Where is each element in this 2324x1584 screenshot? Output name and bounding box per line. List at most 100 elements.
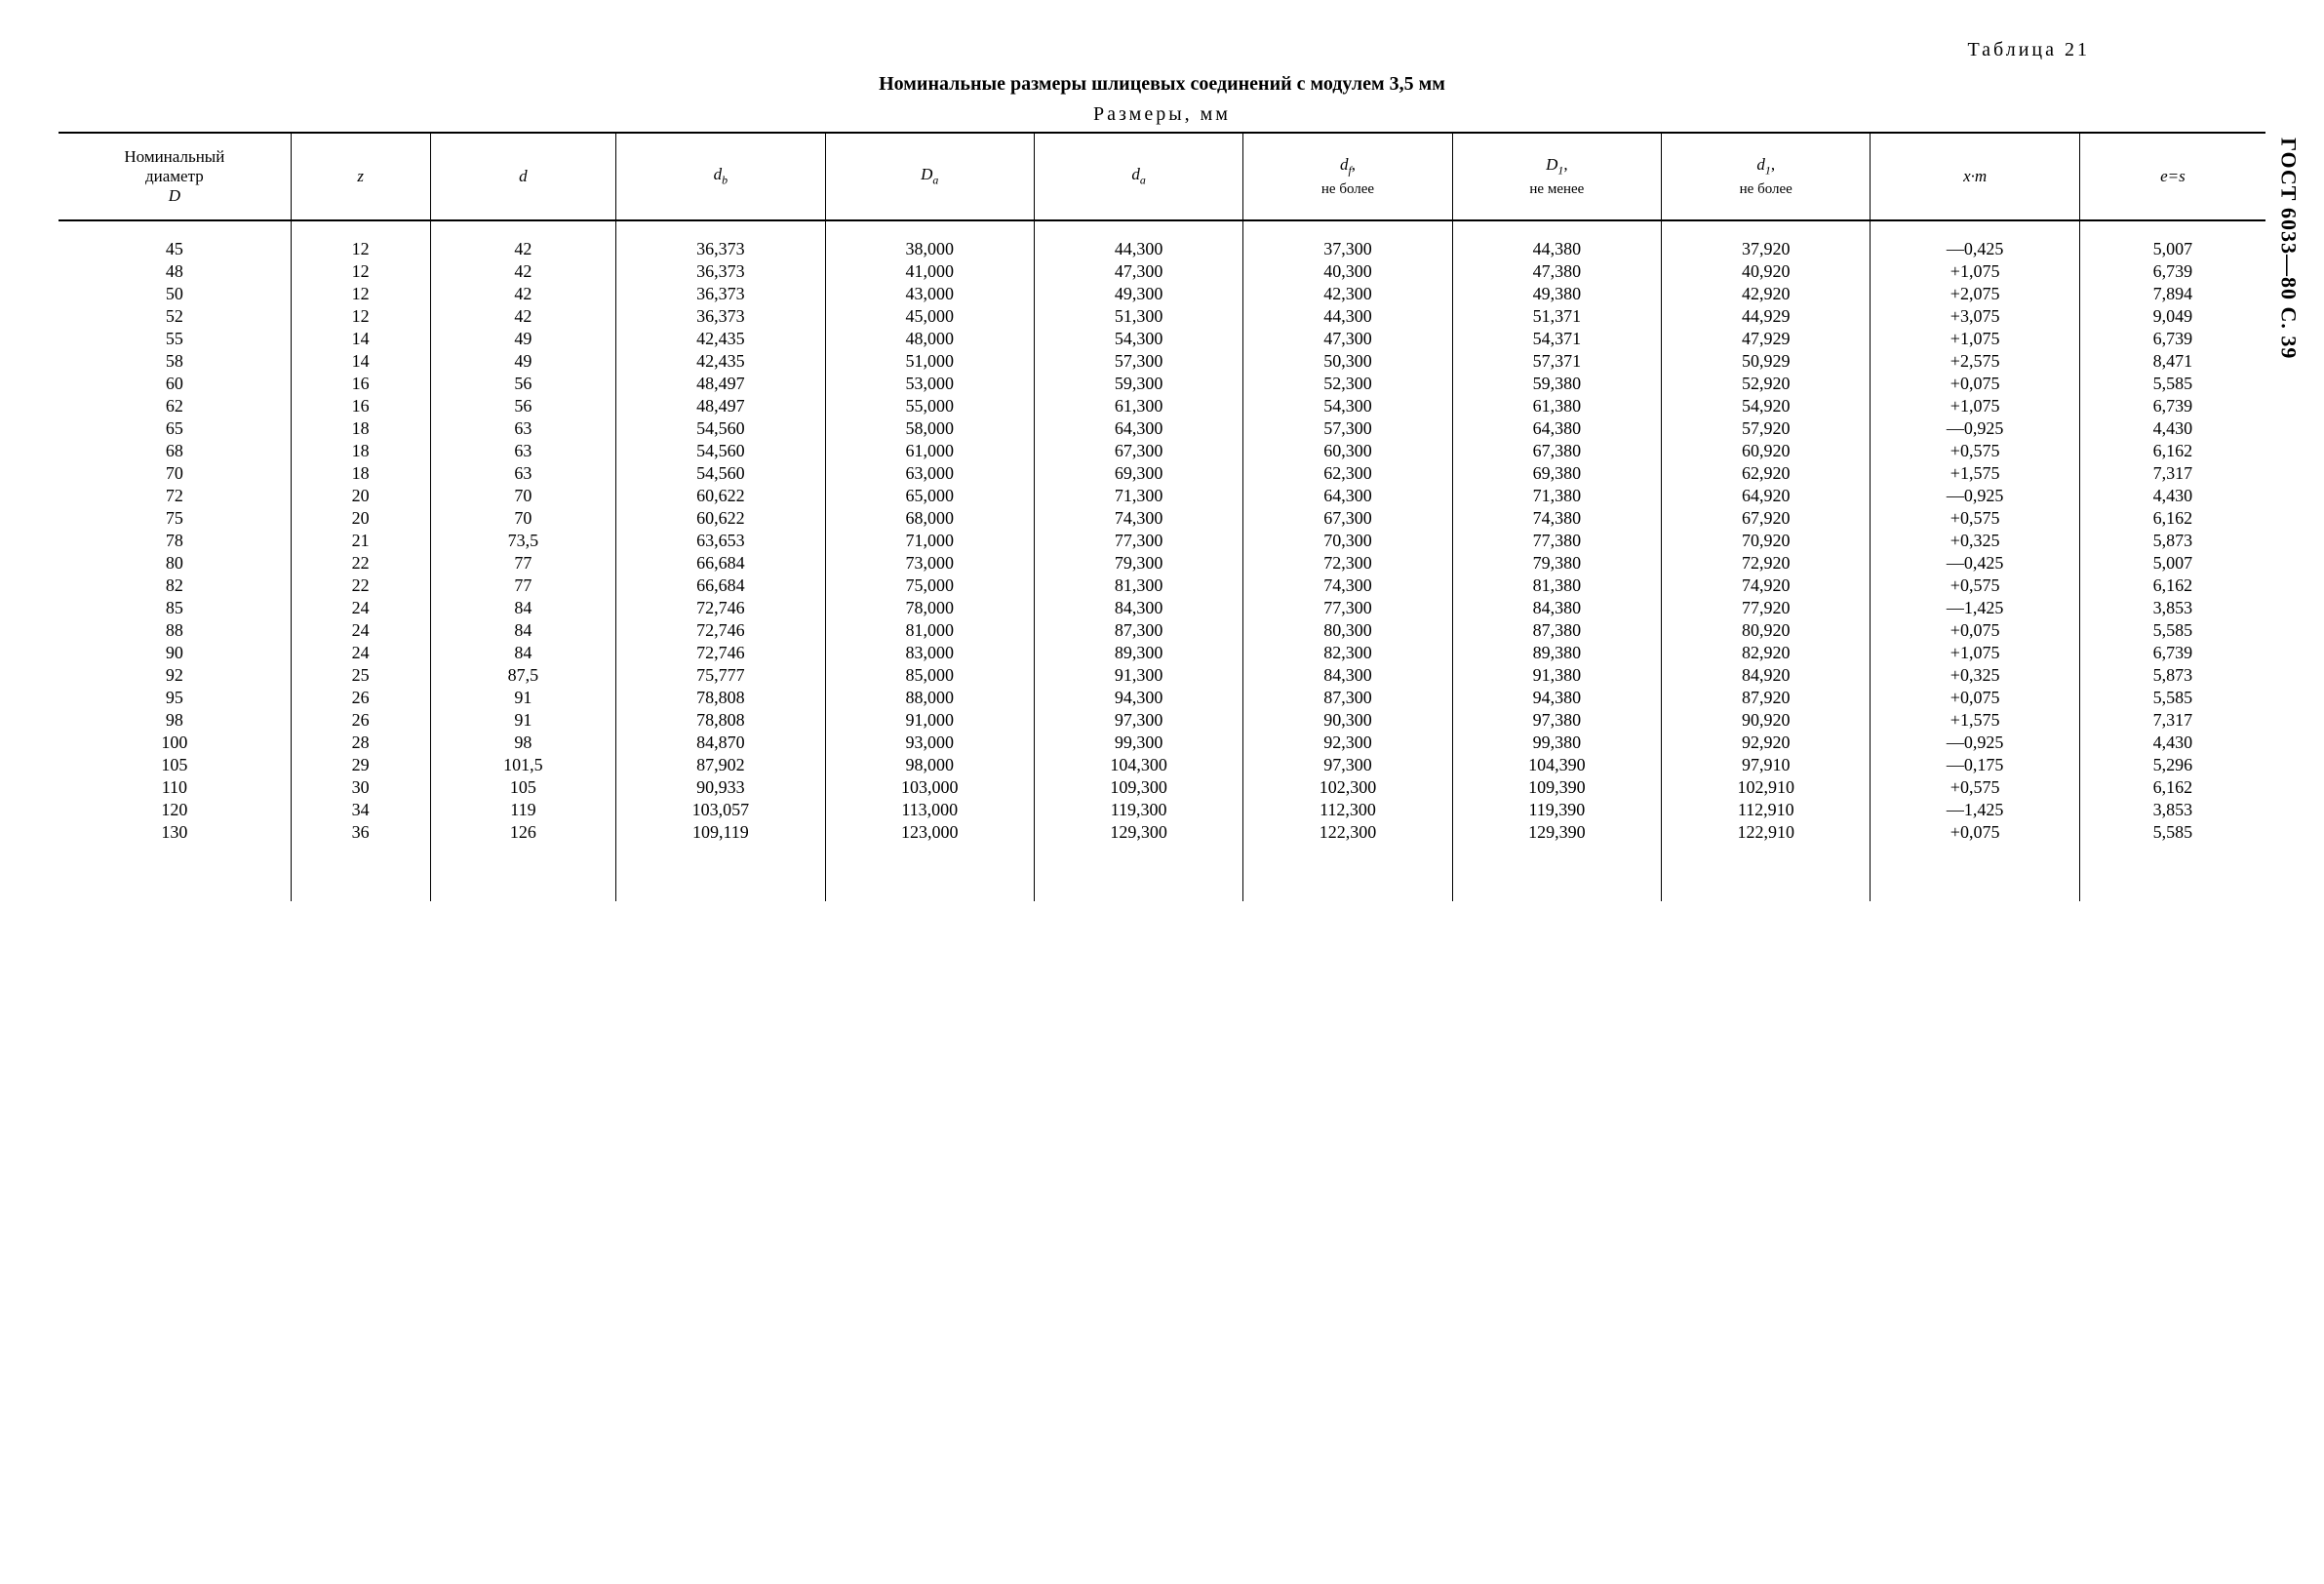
- table-cell: 82,920: [1662, 642, 1871, 664]
- table-row: 62165648,49755,00061,30054,30061,38054,9…: [59, 395, 2265, 417]
- table-cell: 54,560: [616, 440, 825, 462]
- table-cell: +0,075: [1871, 619, 2079, 642]
- page-title: Номинальные размеры шлицевых соединений …: [59, 73, 2265, 96]
- table-cell: 22: [291, 574, 430, 597]
- table-cell: 99,300: [1034, 732, 1242, 754]
- table-cell: 82,300: [1243, 642, 1452, 664]
- table-row: 60165648,49753,00059,30052,30059,38052,9…: [59, 373, 2265, 395]
- table-cell: 92: [59, 664, 291, 687]
- table-cell: 58: [59, 350, 291, 373]
- table-cell: 77: [430, 574, 616, 597]
- table-cell: 68,000: [825, 507, 1034, 530]
- table-cell: 3,853: [2079, 799, 2265, 821]
- table-cell: 61,000: [825, 440, 1034, 462]
- table-cell: 122,910: [1662, 821, 1871, 901]
- table-cell: 5,007: [2079, 552, 2265, 574]
- table-cell: 12: [291, 260, 430, 283]
- col-header-es: e=s: [2079, 133, 2265, 220]
- table-cell: 103,057: [616, 799, 825, 821]
- table-cell: 97,300: [1243, 754, 1452, 776]
- table-cell: 40,920: [1662, 260, 1871, 283]
- table-cell: 4,430: [2079, 485, 2265, 507]
- table-row: 75207060,62268,00074,30067,30074,38067,9…: [59, 507, 2265, 530]
- table-cell: 90: [59, 642, 291, 664]
- table-cell: 52,300: [1243, 373, 1452, 395]
- table-cell: 49,300: [1034, 283, 1242, 305]
- table-cell: 82: [59, 574, 291, 597]
- table-cell: 58,000: [825, 417, 1034, 440]
- table-cell: 119: [430, 799, 616, 821]
- table-cell: 98: [59, 709, 291, 732]
- table-cell: 88,000: [825, 687, 1034, 709]
- data-table: Номинальный диаметр D z d db Da da df, н…: [59, 132, 2265, 901]
- table-cell: 55,000: [825, 395, 1034, 417]
- table-cell: +2,575: [1871, 350, 2079, 373]
- table-cell: 4,430: [2079, 417, 2265, 440]
- table-cell: 71,000: [825, 530, 1034, 552]
- table-cell: 92,920: [1662, 732, 1871, 754]
- table-cell: 109,390: [1452, 776, 1661, 799]
- table-cell: 102,910: [1662, 776, 1871, 799]
- table-cell: +0,325: [1871, 664, 2079, 687]
- table-row: 12034119103,057113,000119,300112,300119,…: [59, 799, 2265, 821]
- table-cell: 36,373: [616, 260, 825, 283]
- table-cell: 51,000: [825, 350, 1034, 373]
- table-cell: 60,622: [616, 485, 825, 507]
- table-row: 782173,563,65371,00077,30070,30077,38070…: [59, 530, 2265, 552]
- table-cell: 54,371: [1452, 328, 1661, 350]
- table-cell: 87,5: [430, 664, 616, 687]
- table-cell: 87,380: [1452, 619, 1661, 642]
- col-header-D1: D1, не менее: [1452, 133, 1661, 220]
- table-cell: 69,300: [1034, 462, 1242, 485]
- table-cell: 7,317: [2079, 709, 2265, 732]
- table-cell: 51,371: [1452, 305, 1661, 328]
- col-header-df: df, не более: [1243, 133, 1452, 220]
- col-header-da: da: [1034, 133, 1242, 220]
- table-cell: 75: [59, 507, 291, 530]
- table-cell: 87,920: [1662, 687, 1871, 709]
- table-cell: 54,560: [616, 462, 825, 485]
- table-cell: 75,777: [616, 664, 825, 687]
- table-cell: 63: [430, 462, 616, 485]
- table-cell: 42,300: [1243, 283, 1452, 305]
- table-cell: 54,300: [1034, 328, 1242, 350]
- table-row: 45124236,37338,00044,30037,30044,38037,9…: [59, 220, 2265, 260]
- table-row: 95269178,80888,00094,30087,30094,38087,9…: [59, 687, 2265, 709]
- table-cell: 18: [291, 462, 430, 485]
- table-cell: 78,000: [825, 597, 1034, 619]
- table-cell: 21: [291, 530, 430, 552]
- table-cell: 47,300: [1034, 260, 1242, 283]
- table-cell: 48,497: [616, 395, 825, 417]
- table-cell: 102,300: [1243, 776, 1452, 799]
- table-cell: +1,075: [1871, 395, 2079, 417]
- table-cell: 34: [291, 799, 430, 821]
- table-cell: 100: [59, 732, 291, 754]
- table-cell: 72,300: [1243, 552, 1452, 574]
- table-cell: 42,435: [616, 328, 825, 350]
- table-cell: 92,300: [1243, 732, 1452, 754]
- table-cell: 45,000: [825, 305, 1034, 328]
- table-cell: 85: [59, 597, 291, 619]
- table-cell: 18: [291, 417, 430, 440]
- table-row: 13036126109,119123,000129,300122,300129,…: [59, 821, 2265, 901]
- table-cell: 40,300: [1243, 260, 1452, 283]
- table-cell: 18: [291, 440, 430, 462]
- table-cell: 44,380: [1452, 220, 1661, 260]
- table-cell: 12: [291, 283, 430, 305]
- table-cell: 72,746: [616, 642, 825, 664]
- table-row: 50124236,37343,00049,30042,30049,38042,9…: [59, 283, 2265, 305]
- table-row: 70186354,56063,00069,30062,30069,38062,9…: [59, 462, 2265, 485]
- table-cell: 42: [430, 220, 616, 260]
- table-cell: 57,920: [1662, 417, 1871, 440]
- table-cell: 26: [291, 687, 430, 709]
- table-cell: 54,920: [1662, 395, 1871, 417]
- table-cell: 36,373: [616, 283, 825, 305]
- table-cell: +0,075: [1871, 687, 2079, 709]
- table-body: 45124236,37338,00044,30037,30044,38037,9…: [59, 220, 2265, 901]
- table-cell: 105: [59, 754, 291, 776]
- table-cell: 79,380: [1452, 552, 1661, 574]
- table-cell: —0,175: [1871, 754, 2079, 776]
- table-cell: 95: [59, 687, 291, 709]
- table-cell: +0,575: [1871, 440, 2079, 462]
- table-cell: 24: [291, 597, 430, 619]
